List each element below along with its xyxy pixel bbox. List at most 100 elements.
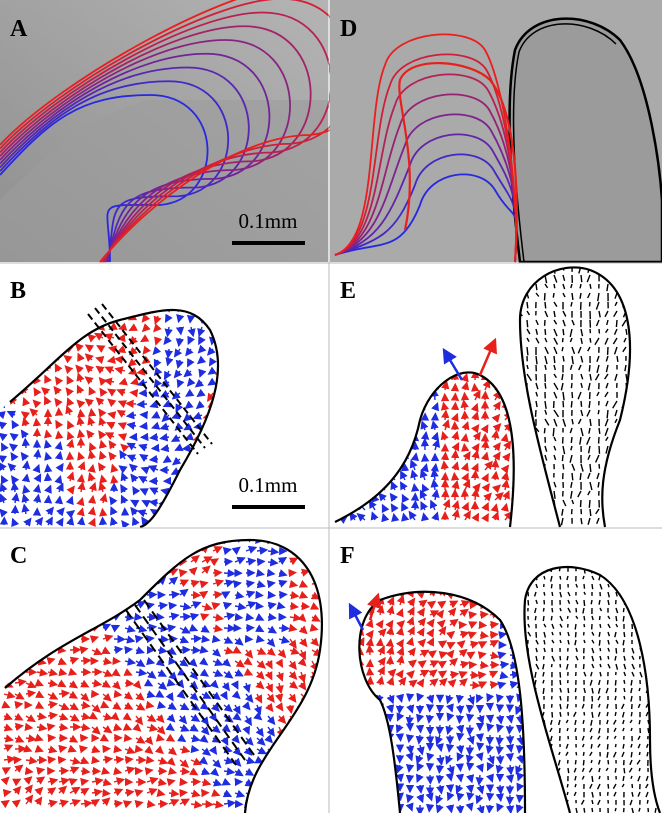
vector — [563, 329, 564, 335]
vector — [430, 735, 431, 744]
vector — [623, 744, 624, 749]
vector — [500, 664, 508, 665]
vector — [589, 365, 590, 372]
vector — [560, 672, 561, 678]
vector — [527, 320, 528, 327]
vector — [599, 632, 600, 637]
vector — [480, 735, 481, 741]
vector — [469, 705, 470, 712]
vector — [567, 728, 568, 731]
vector — [599, 464, 600, 469]
vector — [114, 759, 123, 760]
vector — [580, 293, 581, 299]
vector — [527, 302, 528, 308]
vector — [616, 320, 617, 327]
vector — [581, 275, 582, 282]
vector — [599, 446, 600, 454]
vector — [599, 640, 600, 646]
vector — [583, 720, 584, 724]
vector — [552, 664, 553, 667]
vector — [632, 792, 633, 797]
vector — [655, 808, 656, 813]
vector — [490, 715, 491, 722]
vector — [560, 712, 561, 717]
vector — [599, 428, 600, 434]
vector — [14, 483, 15, 492]
vector — [510, 755, 511, 760]
vector — [617, 356, 618, 362]
vector — [560, 664, 561, 668]
vector — [563, 401, 564, 407]
vector — [571, 302, 572, 307]
vector — [545, 293, 546, 300]
vector — [191, 638, 201, 639]
vector — [592, 800, 593, 804]
vector — [183, 448, 191, 449]
vector — [543, 608, 544, 612]
vector — [567, 704, 568, 709]
vector — [560, 656, 561, 660]
vector — [544, 428, 545, 433]
vector — [583, 752, 584, 756]
vector — [500, 795, 501, 801]
vector — [568, 688, 569, 693]
vector — [580, 284, 581, 288]
vector — [607, 712, 608, 716]
vector — [268, 595, 275, 596]
vector — [409, 775, 410, 782]
vector — [81, 771, 89, 772]
vector — [536, 410, 537, 417]
vector — [536, 356, 537, 364]
vector — [48, 759, 55, 760]
vector — [449, 745, 450, 751]
vector — [475, 471, 476, 480]
vector — [600, 624, 601, 628]
vector — [510, 735, 511, 743]
vector — [589, 500, 590, 508]
vector — [575, 688, 576, 692]
vector — [624, 696, 625, 699]
vector — [405, 464, 406, 470]
vector — [390, 657, 391, 665]
vector — [370, 639, 371, 645]
vector — [369, 646, 370, 655]
vector — [113, 476, 114, 481]
vector — [615, 808, 616, 811]
vector — [131, 392, 136, 393]
vector — [445, 490, 446, 500]
vector — [59, 497, 60, 503]
vector — [631, 712, 632, 716]
vector — [150, 459, 158, 460]
vector — [455, 451, 456, 460]
vector — [545, 302, 546, 308]
vector — [47, 465, 48, 470]
vector — [584, 640, 585, 643]
panel-label: A — [10, 16, 28, 42]
vector — [235, 583, 241, 584]
vector — [180, 771, 189, 772]
vector — [551, 584, 552, 588]
vector — [639, 688, 640, 691]
vector — [592, 808, 593, 812]
vector — [584, 600, 585, 606]
vector — [495, 460, 496, 470]
vector — [58, 432, 59, 437]
vector — [535, 616, 536, 620]
vector — [213, 594, 222, 595]
vector — [583, 576, 584, 579]
panel-label: D — [340, 16, 357, 42]
vector — [480, 625, 486, 626]
vector — [151, 437, 159, 438]
vector — [125, 683, 133, 684]
vector — [592, 776, 593, 782]
vector — [519, 795, 520, 802]
vector — [400, 735, 401, 741]
vector — [576, 752, 577, 755]
vector — [500, 755, 501, 763]
panel-label: F — [340, 543, 355, 569]
vector — [519, 745, 520, 753]
vector — [571, 437, 572, 443]
vector — [136, 749, 142, 750]
vector — [552, 608, 553, 612]
vector — [600, 616, 601, 620]
